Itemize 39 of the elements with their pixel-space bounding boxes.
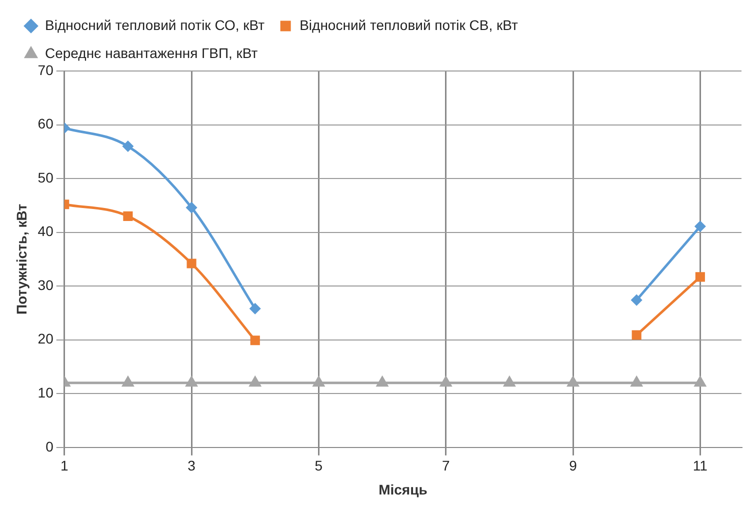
- y-tick-label: 50: [38, 169, 54, 186]
- x-tick-label: 9: [569, 458, 578, 474]
- y-tick-label: 30: [38, 276, 54, 293]
- point: [632, 330, 642, 340]
- legend-label: Відносний тепловий потік СВ, кВт: [300, 16, 518, 33]
- point: [631, 294, 642, 306]
- point: [186, 376, 198, 387]
- x-tick-label: 5: [314, 458, 323, 474]
- x-tick-label: 11: [692, 458, 708, 474]
- point: [250, 336, 260, 346]
- point: [567, 376, 579, 387]
- point: [313, 376, 324, 387]
- point: [123, 211, 133, 221]
- legend-label: Середнє навантаження ГВП, кВт: [45, 44, 258, 61]
- point: [440, 376, 452, 387]
- point: [250, 376, 261, 387]
- y-tick-label: 60: [38, 116, 54, 132]
- y-axis-title: Потужність, кВт: [13, 204, 30, 314]
- y-tick-label: 70: [38, 62, 54, 78]
- point: [186, 258, 196, 268]
- point: [376, 376, 388, 387]
- y-tick-label: 40: [38, 223, 54, 240]
- x-tick-label: 7: [442, 458, 450, 474]
- point: [504, 376, 516, 387]
- x-tick-label: 1: [60, 458, 68, 474]
- point: [631, 376, 642, 387]
- y-tick-label: 0: [46, 438, 54, 454]
- point: [122, 376, 134, 387]
- x-axis-title: Місяць: [378, 481, 428, 498]
- point: [695, 272, 705, 282]
- y-tick-label: 10: [38, 384, 54, 400]
- x-tick-label: 3: [188, 458, 196, 474]
- point: [250, 303, 260, 314]
- point: [186, 202, 197, 213]
- y-tick-label: 20: [38, 330, 54, 347]
- point: [694, 221, 706, 232]
- point: [694, 376, 706, 387]
- legend-label: Відносний тепловий потік СО, кВт: [45, 16, 266, 33]
- point: [122, 141, 134, 152]
